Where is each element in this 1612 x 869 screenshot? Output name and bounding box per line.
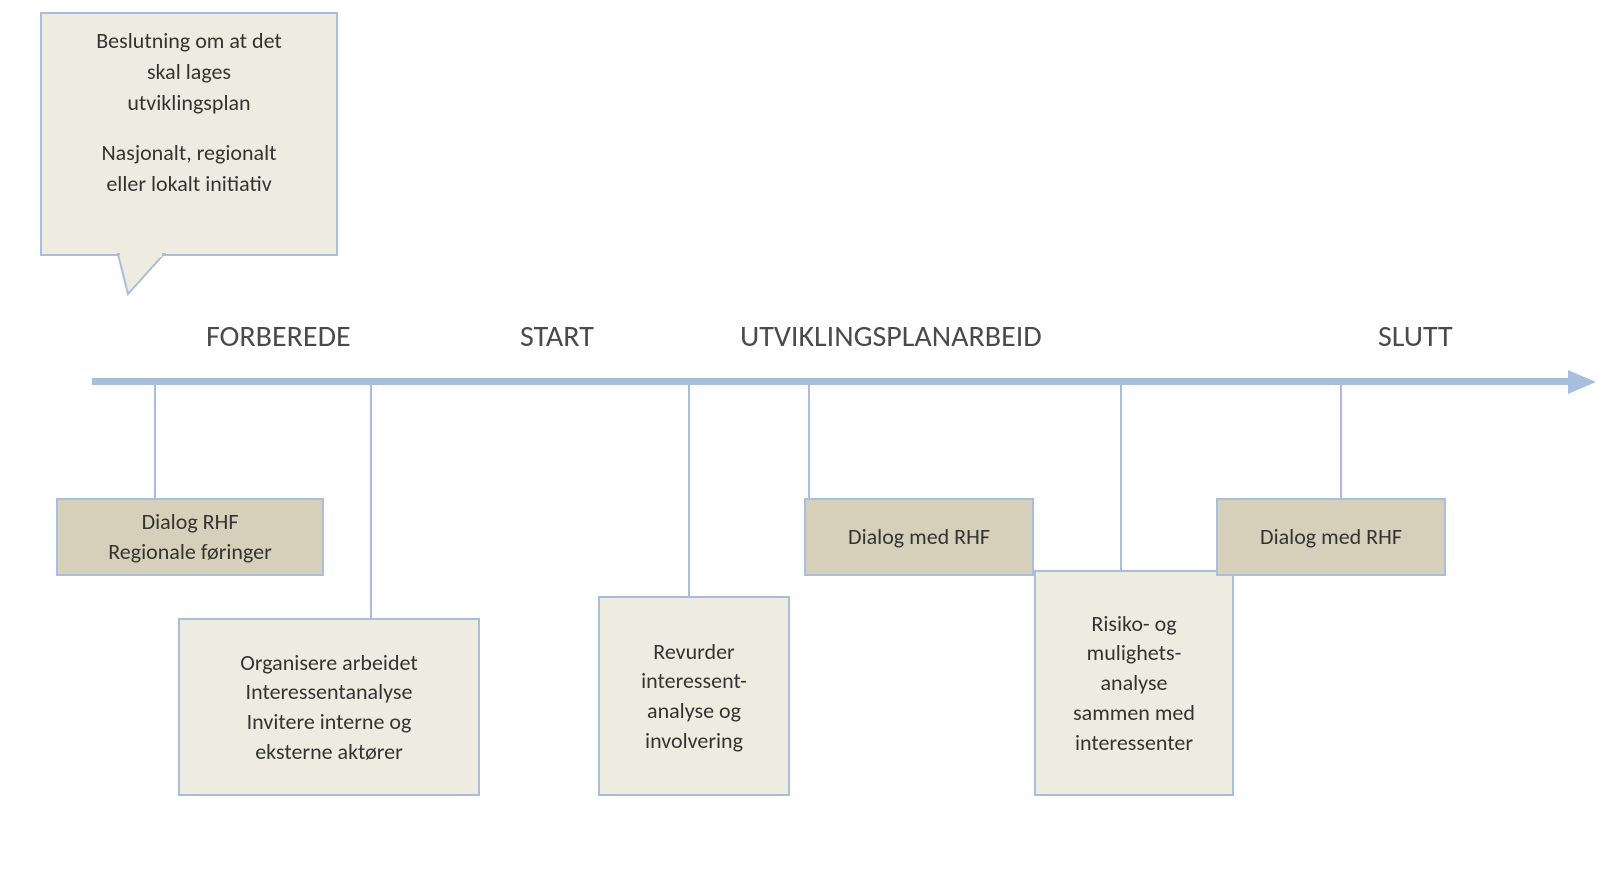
callout-box: Beslutning om at det skal lages utviklin… [40,12,338,256]
box-text-line: Dialog med RHF [1260,522,1402,552]
callout-line: eller lokalt initiativ [58,169,320,200]
box-text-line: Invitere interne og [247,707,412,737]
callout-pointer-icon [118,254,168,294]
box-text-line: eksterne aktører [255,737,403,767]
callout-line: skal lages [58,57,320,88]
phase-label: START [520,318,594,355]
phase-label: UTVIKLINGSPLANARBEID [740,318,1042,355]
box-text-line: interessenter [1075,728,1193,758]
box-text-line: sammen med [1073,698,1195,728]
process-box-dialog-rhf-1: Dialog RHFRegionale føringer [56,498,324,576]
process-box-dialog-rhf-2: Dialog med RHF [804,498,1034,576]
box-text-line: Revurder [653,637,734,667]
connector-line [1120,382,1122,570]
callout-line: Nasjonalt, regionalt [58,138,320,169]
process-box-organisere: Organisere arbeidetInteressentanalyseInv… [178,618,480,796]
box-text-line: Dialog RHF [142,507,239,537]
connector-line [688,382,690,596]
box-text-line: mulighets- [1087,638,1182,668]
box-text-line: involvering [645,726,743,756]
box-text-line: Regionale føringer [108,537,272,567]
connector-line [154,382,156,498]
box-text-line: Risiko- og [1091,609,1176,639]
arrow-right-icon [1568,370,1596,394]
box-text-line: Organisere arbeidet [240,648,417,678]
connector-line [808,382,810,498]
connector-line [1340,382,1342,498]
process-box-dialog-rhf-3: Dialog med RHF [1216,498,1446,576]
box-text-line: analyse [1101,668,1168,698]
box-text-line: analyse og [647,696,741,726]
box-text-line: Interessentanalyse [246,677,413,707]
phase-label: FORBEREDE [206,318,351,355]
process-box-risiko: Risiko- ogmulighets-analysesammen medint… [1034,570,1234,796]
phase-label: SLUTT [1378,318,1453,355]
callout-line: Beslutning om at det [58,26,320,57]
box-text-line: interessent- [641,666,747,696]
process-box-revurder: Revurderinteressent-analyse oginvolverin… [598,596,790,796]
box-text-line: Dialog med RHF [848,522,990,552]
callout-line: utviklingsplan [58,88,320,119]
timeline-line [92,378,1570,385]
connector-line [370,382,372,618]
